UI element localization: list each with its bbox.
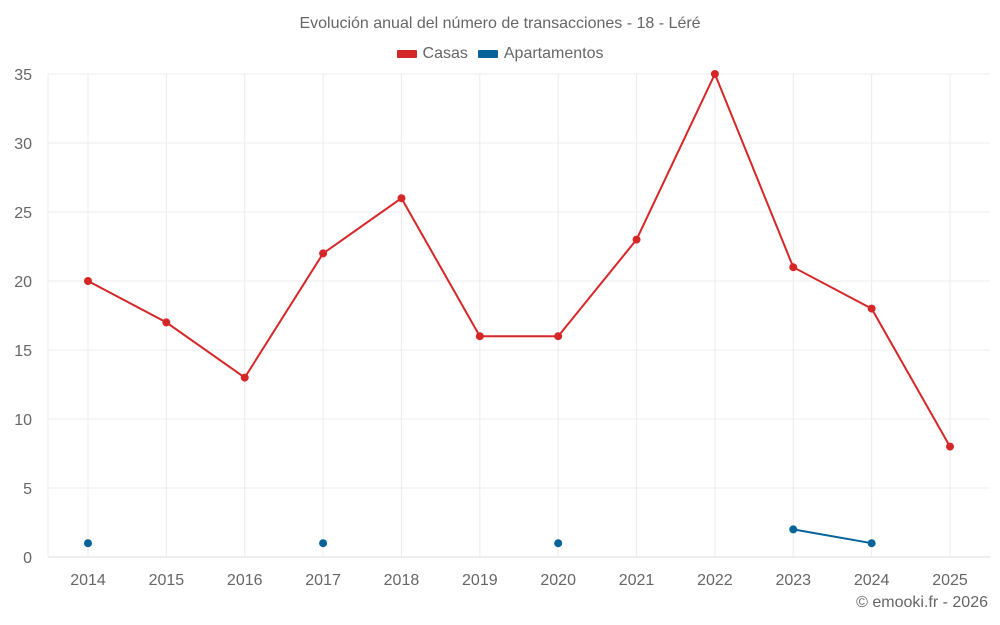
data-point-casas — [397, 194, 406, 203]
data-point-casas — [946, 442, 954, 451]
data-point-casas — [240, 373, 249, 382]
x-tick-label: 2015 — [149, 572, 185, 589]
data-point-casas — [710, 70, 719, 78]
y-tick-label: 35 — [14, 67, 32, 84]
series-line-apartamentos — [793, 528, 872, 545]
y-tick-label: 25 — [14, 205, 32, 222]
data-point-casas — [319, 249, 328, 258]
data-point-casas — [554, 332, 563, 341]
legend-label-apartamentos: Apartamentos — [503, 45, 604, 62]
credit: © emooki.fr - 2026 — [856, 594, 988, 611]
x-tick-label: 2020 — [540, 572, 576, 589]
x-tick-label: 2025 — [932, 572, 968, 589]
legend: Casas Apartamentos — [0, 45, 1000, 63]
data-point-apartamentos — [789, 525, 798, 534]
series-line-casas — [87, 71, 951, 448]
y-tick-label: 30 — [14, 136, 32, 153]
data-point-casas — [475, 332, 484, 341]
data-point-apartamentos — [319, 539, 328, 548]
legend-item-casas[interactable]: Casas — [396, 45, 468, 63]
apartamentos-swatch-icon — [477, 50, 498, 58]
x-tick-label: 2017 — [305, 572, 341, 589]
y-tick-label: 15 — [14, 343, 32, 360]
x-tick-label: 2024 — [854, 572, 890, 589]
x-tick-label: 2014 — [70, 572, 106, 589]
casas-swatch-icon — [396, 50, 417, 58]
x-tick-label: 2021 — [619, 572, 655, 589]
legend-item-apartamentos[interactable]: Apartamentos — [477, 45, 604, 63]
data-point-casas — [867, 304, 876, 313]
data-point-casas — [632, 235, 641, 244]
x-tick-label: 2018 — [384, 572, 420, 589]
data-point-apartamentos — [554, 539, 563, 548]
x-tick-label: 2016 — [227, 572, 263, 589]
data-point-apartamentos — [84, 539, 92, 548]
y-tick-label: 10 — [14, 412, 32, 429]
x-tick-label: 2022 — [697, 572, 733, 589]
data-point-casas — [162, 318, 171, 327]
legend-label-casas: Casas — [422, 45, 468, 62]
x-tick-label: 2023 — [775, 572, 811, 589]
y-tick-label: 0 — [23, 550, 32, 567]
data-point-casas — [84, 277, 92, 285]
data-point-casas — [789, 263, 798, 272]
data-point-apartamentos — [867, 539, 876, 548]
chart-title: Evolución anual del número de transaccio… — [299, 15, 701, 32]
y-tick-label: 5 — [23, 481, 32, 498]
y-tick-label: 20 — [14, 274, 32, 291]
x-tick-label: 2019 — [462, 572, 498, 589]
